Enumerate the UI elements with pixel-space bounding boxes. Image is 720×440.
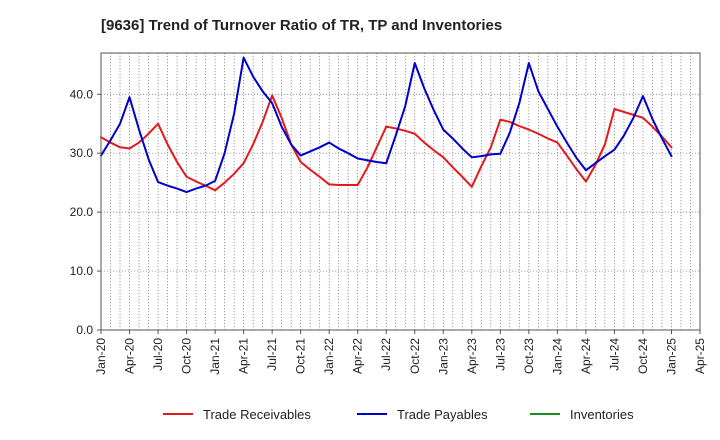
x-tick-label: Jul-22: [379, 338, 393, 371]
series-line-trade-receivables: [100, 94, 673, 192]
x-tick-label: Jan-25: [664, 338, 678, 375]
x-tick-label: Apr-25: [693, 338, 707, 374]
x-tick-label: Apr-23: [465, 338, 479, 374]
x-tick-label: Jul-21: [265, 338, 279, 371]
x-tick-label: Apr-22: [351, 338, 365, 374]
legend-label: Trade Receivables: [203, 407, 311, 422]
x-tick-label: Jan-24: [550, 338, 564, 375]
x-tick-label: Apr-24: [579, 338, 593, 374]
y-tick-label: 30.0: [70, 146, 94, 160]
legend-label: Trade Payables: [397, 407, 488, 422]
x-tick-label: Jan-23: [436, 338, 450, 375]
series-line-trade-payables: [100, 56, 673, 194]
grid: [101, 53, 700, 330]
plot-frame: [100, 52, 701, 331]
y-tick-label: 40.0: [70, 87, 94, 101]
x-tick-label: Apr-20: [123, 338, 137, 374]
x-tick-label: Apr-21: [237, 338, 251, 374]
series-lines: [100, 56, 673, 194]
x-tick-label: Jul-24: [607, 338, 621, 371]
y-tick-label: 10.0: [70, 264, 94, 278]
chart-title: [9636] Trend of Turnover Ratio of TR, TP…: [101, 17, 502, 34]
x-tick-label: Oct-21: [294, 338, 308, 374]
y-tick-label: 0.0: [76, 323, 93, 337]
x-tick-label: Jul-23: [493, 338, 507, 371]
x-axis: Jan-20 Apr-20 Jul-20 Oct-20 Jan-21 Apr-21 Jul-…: [94, 330, 707, 375]
x-tick-label: Jan-20: [94, 338, 108, 375]
x-tick-label: Jul-20: [151, 338, 165, 371]
x-tick-label: Jan-22: [322, 338, 336, 375]
x-tick-label: Jan-21: [208, 338, 222, 375]
legend-label: Inventories: [570, 407, 634, 422]
x-tick-label: Oct-22: [408, 338, 422, 374]
x-tick-label: Oct-23: [522, 338, 536, 374]
y-tick-label: 20.0: [70, 205, 94, 219]
legend: Trade Receivables Trade Payables Inventori…: [163, 407, 634, 422]
x-tick-label: Oct-24: [636, 338, 650, 374]
y-axis: 0.0 10.0 20.0 30.0 40.0: [70, 87, 101, 337]
x-tick-label: Oct-20: [180, 338, 194, 374]
